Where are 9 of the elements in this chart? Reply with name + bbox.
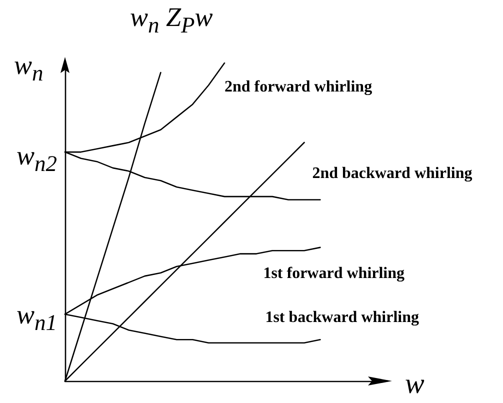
series-label: 2nd forward whirling [224,78,372,96]
series-label: 1st forward whirling [263,264,405,282]
y-axis-title: w$_{n}$ [14,50,44,86]
text: w$_{n1}$ [16,300,57,335]
series-label: 2nd backward whirling [312,165,472,182]
x-axis-title: w [405,368,424,400]
series-label: 1st backward whirling [265,309,419,326]
text: w$_{n2}$ [16,140,57,176]
chart-title: w$_{n}$ Z$_{P}$w [130,2,213,38]
